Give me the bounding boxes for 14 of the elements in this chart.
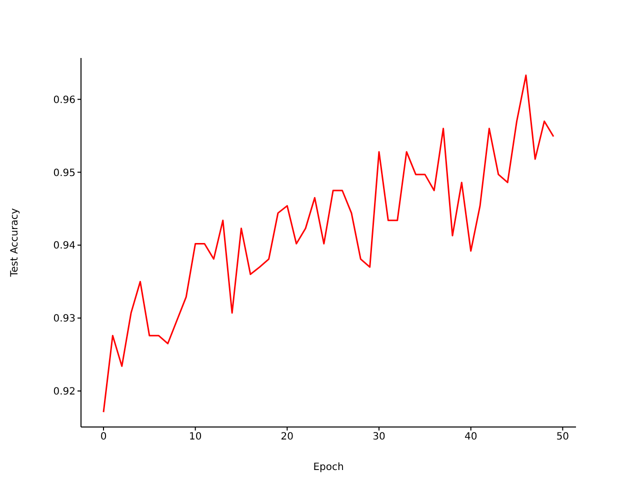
x-tick-label: 10 [188, 432, 202, 443]
x-tick-label: 40 [464, 432, 478, 443]
y-tick-label: 0.92 [53, 386, 76, 398]
x-tick-label: 0 [100, 432, 107, 443]
x-tick-label: 50 [556, 432, 570, 443]
line-series [102, 74, 554, 413]
y-tick-label: 0.95 [53, 168, 76, 179]
x-axis-title: Epoch [313, 462, 344, 473]
x-tick-label: 30 [372, 432, 386, 443]
y-tick-label: 0.96 [53, 94, 76, 106]
y-axis-title: Test Accuracy [10, 208, 21, 278]
y-tick-label: 0.93 [53, 314, 76, 325]
y-tick-label: 0.94 [53, 240, 76, 252]
x-tick-label: 20 [280, 432, 294, 443]
